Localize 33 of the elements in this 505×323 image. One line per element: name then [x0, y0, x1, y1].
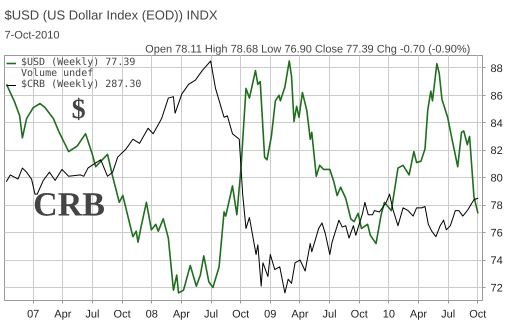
- x-tick-label: Apr: [172, 308, 190, 320]
- x-tick-label: 10: [382, 308, 395, 320]
- x-tick-label: Jul: [204, 308, 218, 320]
- x-tick-label: Jul: [322, 308, 337, 320]
- x-tick-label: Oct: [469, 308, 486, 320]
- legend-label: $CRB (Weekly) 287.30: [21, 79, 142, 90]
- x-tick-label: Oct: [114, 308, 131, 320]
- x-tick-label: 08: [146, 308, 158, 320]
- x-tick-label: 09: [264, 308, 276, 320]
- x-tick-label: Oct: [232, 308, 250, 320]
- annotation: $: [72, 94, 86, 125]
- annotation: Volume undef: [21, 68, 94, 79]
- x-tick-label: Apr: [291, 308, 309, 320]
- x-tick-label: Jul: [441, 308, 456, 320]
- y-tick-label: 72: [490, 282, 503, 294]
- x-tick-label: Apr: [410, 308, 428, 320]
- x-tick-label: Apr: [54, 308, 72, 320]
- y-tick-label: 76: [490, 228, 503, 240]
- y-tick-label: 78: [490, 200, 503, 212]
- y-tick-label: 84: [490, 118, 503, 130]
- y-tick-label: 86: [490, 90, 503, 102]
- chart-title: $USD (US Dollar Index (EOD)) INDX: [4, 8, 218, 22]
- y-tick-label: 82: [490, 145, 503, 158]
- annotation: CRB: [33, 186, 105, 224]
- annotation: Open 78.11 High 78.68 Low 76.90 Close 77.39 Chg -0.70 (-0.90%): [145, 44, 470, 56]
- x-tick-label: Oct: [350, 308, 368, 320]
- y-tick-label: 74: [490, 255, 503, 268]
- x-tick-label: Jul: [85, 308, 100, 320]
- y-tick-label: 80: [490, 172, 503, 185]
- legend-label: $USD (Weekly) 77.39: [21, 57, 136, 68]
- x-tick-label: 07: [27, 308, 40, 320]
- y-tick-label: 88: [490, 62, 503, 75]
- chart-subtitle: 7-Oct-2010: [4, 30, 60, 42]
